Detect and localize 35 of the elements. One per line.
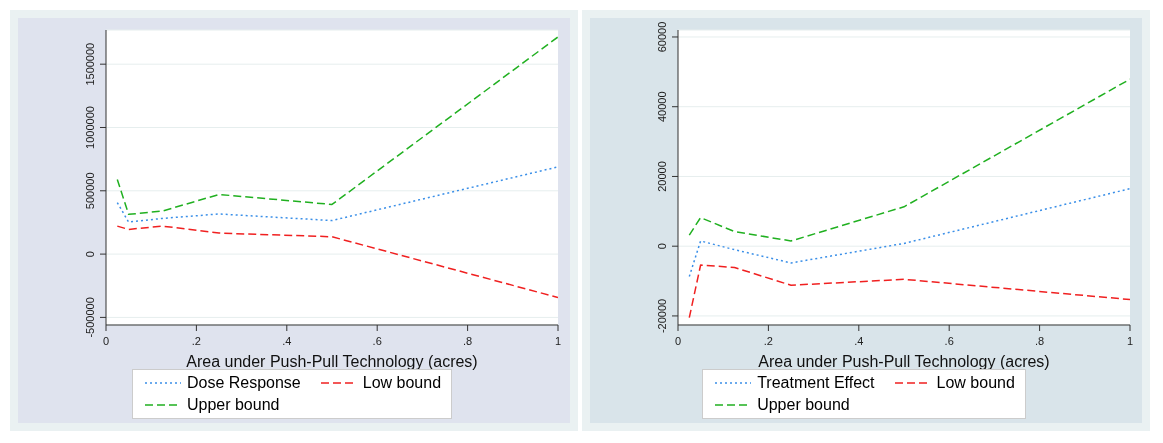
y-tick-label: 0 (84, 251, 96, 258)
x-tick-label: 0 (102, 335, 110, 347)
x-tick-label: .4 (854, 335, 864, 347)
legend-label: Low bound (362, 374, 442, 392)
x-tick-label: .6 (944, 335, 954, 347)
x-tick-label: .6 (372, 335, 382, 347)
x-tick-label: .2 (763, 335, 773, 347)
x-tick-label: 1 (1126, 335, 1134, 347)
x-tick-label: 1 (554, 335, 562, 347)
x-tick-label: 0 (674, 335, 682, 347)
legend-label: Low bound (936, 374, 1015, 392)
line-series (116, 166, 558, 223)
y-tick-label: 20000 (656, 161, 668, 192)
y-tick-label: -20000 (656, 298, 668, 334)
y-tick-label: 1500000 (84, 42, 96, 86)
x-tick-label: .8 (1035, 335, 1045, 347)
x-tick-label: .8 (463, 335, 473, 347)
x-tick-label: .4 (282, 335, 292, 347)
line-series (116, 225, 558, 299)
x-axis-title: Area under Push-Pull Technology (acres) (758, 353, 1050, 370)
y-tick-label: 1000000 (84, 106, 96, 149)
y-tick-label: 500000 (84, 172, 96, 210)
legend-label: Dose Response (186, 374, 301, 392)
legend-label: Upper bound (186, 396, 280, 414)
legend-label: Treatment Effect (757, 374, 875, 392)
y-tick-label: 0 (656, 243, 668, 250)
y-tick-label: 60000 (656, 21, 668, 53)
legend-label: Upper bound (757, 396, 850, 414)
x-tick-label: .2 (191, 335, 201, 347)
line-series (688, 264, 1130, 319)
line-series (688, 187, 1130, 278)
x-axis-title: Area under Push-Pull Technology (acres) (186, 353, 478, 370)
line-series (116, 36, 558, 216)
y-tick-label: -500000 (84, 297, 96, 338)
y-tick-label: 40000 (656, 91, 668, 123)
